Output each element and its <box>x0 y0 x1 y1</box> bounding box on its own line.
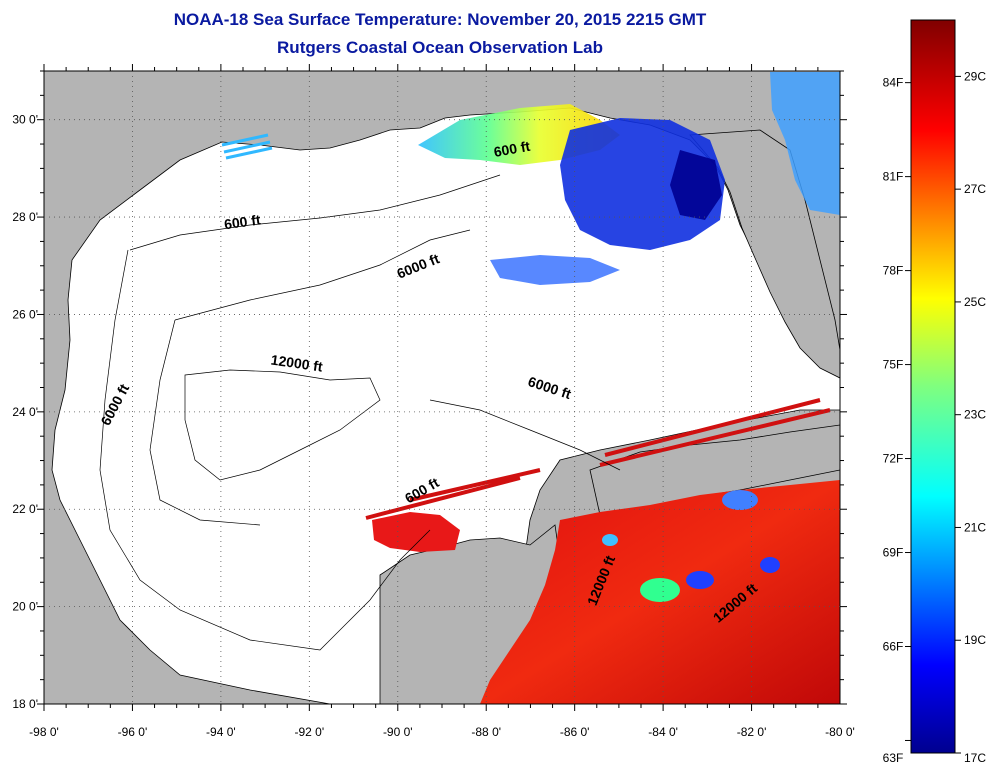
scattered-blue-patch <box>490 255 620 285</box>
colorbar-label-c: 25C <box>964 295 986 309</box>
lon-tick-label: -96 0' <box>118 725 148 739</box>
colorbar-label-f: 84F <box>883 76 904 90</box>
colorbar-label-f: 75F <box>883 358 904 372</box>
lon-tick-label: -88 0' <box>471 725 501 739</box>
cool-eddy-1 <box>640 578 680 602</box>
colorbar-label-f: 81F <box>883 170 904 184</box>
deep-blue-patch <box>670 150 722 220</box>
colorbar-label-f: 78F <box>883 264 904 278</box>
colorbar-label-c: 29C <box>964 69 986 83</box>
lat-tick-label: 28 0' <box>12 210 38 224</box>
atlantic-sst <box>770 72 840 215</box>
colorbar-label-f: 66F <box>883 639 904 653</box>
graticule <box>44 71 840 704</box>
contour-label: 12000 ft <box>270 352 324 375</box>
lat-tick-label: 30 0' <box>12 113 38 127</box>
southern-warm-water-yucatan <box>372 512 460 552</box>
lon-tick-label: -98 0' <box>29 725 59 739</box>
cool-eddy-4 <box>722 490 758 510</box>
lon-tick-label: -94 0' <box>206 725 236 739</box>
lon-tick-label: -92 0' <box>295 725 325 739</box>
colorbar-label-c: 17C <box>964 751 986 765</box>
lat-tick-label: 24 0' <box>12 405 38 419</box>
lon-tick-label: -82 0' <box>737 725 767 739</box>
lat-tick-label: 20 0' <box>12 600 38 614</box>
red-swath-lines <box>365 398 831 520</box>
cool-eddy-5 <box>602 534 618 546</box>
lat-tick-label: 18 0' <box>12 697 38 711</box>
contour-12000ft <box>184 369 381 481</box>
colorbar-labels: 29C 27C 25C 23C 21C 19C 17C 84F 81F 78F 75F 72F 69F 6… <box>883 69 987 765</box>
axis-ticks: -98 0' -96 0' -94 0' -92 0' -90 0' -88 0' -86 … <box>12 64 855 739</box>
colorbar-label-c: 27C <box>964 182 986 196</box>
colorbar-label-f: 69F <box>883 546 904 560</box>
map-subtitle: Rutgers Coastal Ocean Observation Lab <box>277 38 603 57</box>
contour-6000ft <box>149 229 621 526</box>
map-title: NOAA-18 Sea Surface Temperature: Novembe… <box>173 10 707 29</box>
colorbar-label-f: 63F <box>883 751 904 765</box>
lon-tick-label: -80 0' <box>825 725 855 739</box>
colorbar <box>910 19 956 754</box>
colorbar-label-c: 23C <box>964 408 986 422</box>
cool-eddy-3 <box>760 557 780 573</box>
cool-eddy-2 <box>686 571 714 589</box>
lat-tick-label: 22 0' <box>12 502 38 516</box>
contour-600ft <box>99 174 501 651</box>
colorbar-label-f: 72F <box>883 452 904 466</box>
lon-tick-label: -86 0' <box>560 725 590 739</box>
lat-tick-label: 26 0' <box>12 307 38 321</box>
colorbar-label-c: 21C <box>964 520 986 534</box>
lon-tick-label: -90 0' <box>383 725 413 739</box>
contour-label: 600 ft <box>492 138 531 160</box>
texas-stripes <box>221 133 273 160</box>
colorbar-label-c: 19C <box>964 633 986 647</box>
lon-tick-label: -84 0' <box>648 725 678 739</box>
northeast-cold-patch <box>560 118 725 250</box>
contour-label: 600 ft <box>223 211 262 232</box>
